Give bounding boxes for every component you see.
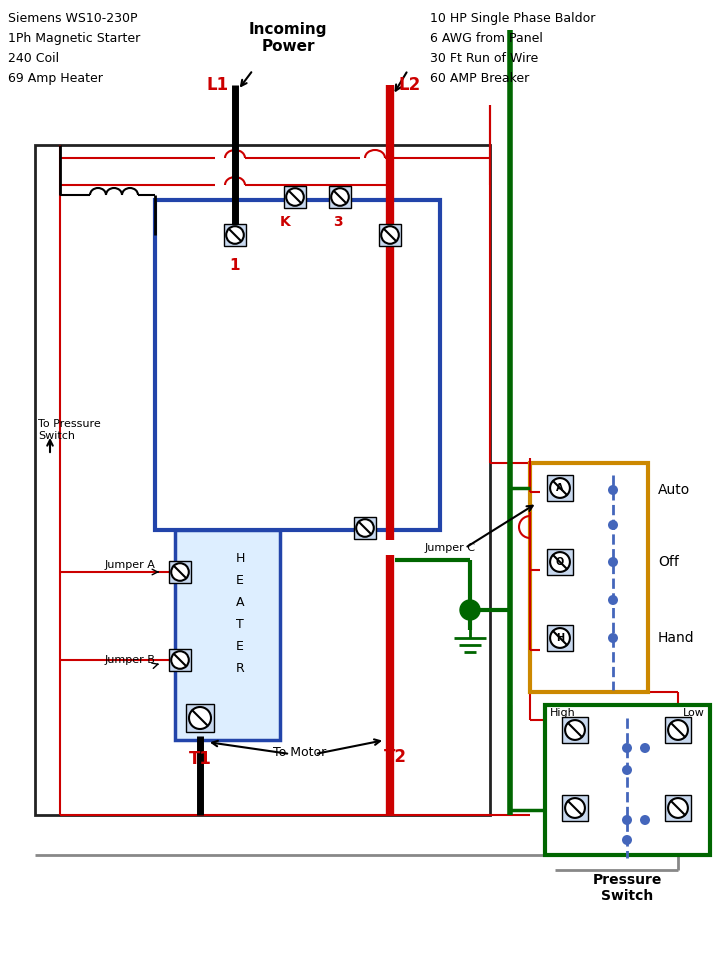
Bar bbox=[175, 530, 280, 740]
Circle shape bbox=[331, 188, 348, 205]
Text: T2: T2 bbox=[384, 748, 407, 766]
Text: 6 AWG from Panel: 6 AWG from Panel bbox=[430, 32, 543, 45]
Bar bbox=[547, 625, 572, 651]
Circle shape bbox=[171, 651, 189, 669]
Text: To Pressure
Switch: To Pressure Switch bbox=[38, 420, 101, 441]
Text: 1: 1 bbox=[230, 258, 240, 273]
Circle shape bbox=[608, 485, 618, 495]
Text: Incoming
Power: Incoming Power bbox=[248, 22, 328, 55]
Circle shape bbox=[622, 743, 632, 753]
Circle shape bbox=[622, 815, 632, 825]
Bar bbox=[530, 463, 648, 692]
Bar bbox=[155, 200, 440, 530]
Circle shape bbox=[640, 743, 650, 753]
Text: 3: 3 bbox=[333, 215, 343, 229]
Circle shape bbox=[608, 633, 618, 643]
Text: T1: T1 bbox=[189, 750, 212, 768]
Bar bbox=[562, 796, 588, 821]
Circle shape bbox=[550, 628, 570, 648]
Text: 240 Coil: 240 Coil bbox=[8, 52, 59, 65]
Circle shape bbox=[226, 227, 244, 244]
Circle shape bbox=[608, 595, 618, 605]
Text: A: A bbox=[235, 595, 244, 609]
Bar bbox=[224, 224, 246, 246]
Text: High: High bbox=[550, 708, 576, 718]
Bar bbox=[665, 717, 690, 743]
Text: L1: L1 bbox=[207, 76, 229, 94]
Text: 1Ph Magnetic Starter: 1Ph Magnetic Starter bbox=[8, 32, 140, 45]
Bar bbox=[35, 145, 490, 815]
Bar bbox=[665, 796, 690, 821]
Bar bbox=[547, 549, 572, 575]
Text: H: H bbox=[235, 551, 245, 564]
Bar bbox=[168, 561, 192, 583]
Bar bbox=[186, 704, 214, 732]
Text: Off: Off bbox=[658, 555, 679, 569]
Bar bbox=[329, 186, 351, 208]
Text: E: E bbox=[236, 573, 244, 587]
Text: A: A bbox=[557, 483, 564, 493]
Bar bbox=[168, 649, 192, 671]
Circle shape bbox=[287, 188, 304, 205]
Text: 30 Ft Run of Wire: 30 Ft Run of Wire bbox=[430, 52, 539, 65]
Bar bbox=[354, 516, 376, 540]
Text: L2: L2 bbox=[398, 76, 420, 94]
Circle shape bbox=[608, 557, 618, 567]
Text: H: H bbox=[556, 633, 564, 643]
Circle shape bbox=[608, 520, 618, 530]
Text: Jumper B: Jumper B bbox=[105, 655, 156, 665]
Circle shape bbox=[668, 720, 688, 740]
Circle shape bbox=[565, 720, 585, 740]
Circle shape bbox=[622, 835, 632, 845]
Bar bbox=[545, 705, 710, 855]
Circle shape bbox=[622, 765, 632, 775]
Text: E: E bbox=[236, 639, 244, 653]
Text: T: T bbox=[236, 617, 244, 631]
Bar bbox=[562, 717, 588, 743]
Text: To Motor: To Motor bbox=[274, 747, 327, 759]
Text: Pressure
Switch: Pressure Switch bbox=[593, 873, 662, 903]
Text: R: R bbox=[235, 661, 244, 675]
Bar bbox=[547, 475, 572, 500]
Circle shape bbox=[189, 707, 211, 729]
Circle shape bbox=[550, 552, 570, 572]
Text: Jumper A: Jumper A bbox=[105, 560, 156, 570]
Text: Low: Low bbox=[683, 708, 705, 718]
Circle shape bbox=[640, 815, 650, 825]
Circle shape bbox=[668, 798, 688, 818]
Circle shape bbox=[356, 519, 374, 537]
Text: Hand: Hand bbox=[658, 631, 695, 645]
Text: Jumper C: Jumper C bbox=[425, 543, 476, 553]
Circle shape bbox=[550, 478, 570, 498]
Circle shape bbox=[460, 600, 480, 620]
Text: 10 HP Single Phase Baldor: 10 HP Single Phase Baldor bbox=[430, 12, 595, 25]
Text: Auto: Auto bbox=[658, 483, 690, 497]
Bar bbox=[284, 186, 306, 208]
Text: O: O bbox=[556, 557, 564, 567]
Bar bbox=[379, 224, 401, 246]
Text: 69 Amp Heater: 69 Amp Heater bbox=[8, 72, 103, 85]
Text: 60 AMP Breaker: 60 AMP Breaker bbox=[430, 72, 529, 85]
Circle shape bbox=[565, 798, 585, 818]
Circle shape bbox=[171, 564, 189, 581]
Text: Siemens WS10-230P: Siemens WS10-230P bbox=[8, 12, 138, 25]
Circle shape bbox=[381, 227, 399, 244]
Text: K: K bbox=[279, 215, 290, 229]
